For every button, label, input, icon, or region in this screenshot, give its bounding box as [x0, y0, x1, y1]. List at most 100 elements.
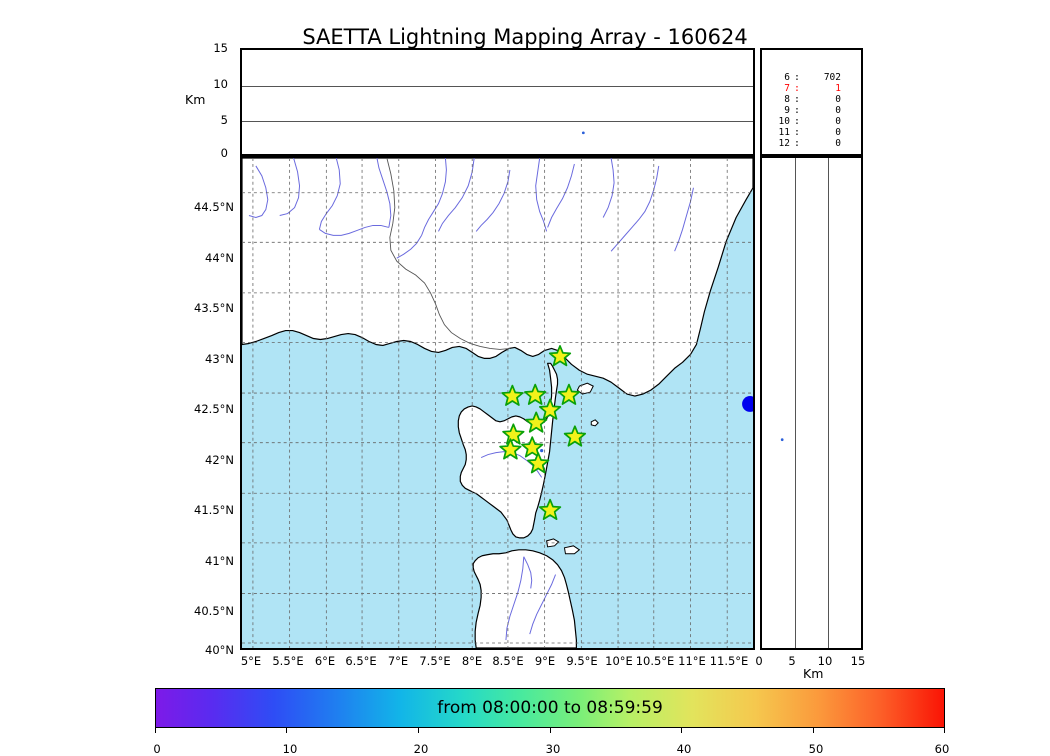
stat-value: 0	[835, 127, 841, 138]
right-xtick-10: 10	[817, 654, 833, 668]
map-ytick-42: 42°N	[205, 453, 234, 467]
map-xtick-10.5: 10.5°E	[635, 654, 675, 668]
stat-value: 0	[835, 94, 841, 105]
stat-key: 9	[784, 105, 790, 116]
top-gridline-10	[242, 86, 753, 87]
map-ytick-44: 44°N	[205, 251, 234, 265]
map-xtick-9: 9°E	[534, 654, 556, 668]
top-panel-plot	[581, 131, 585, 135]
stat-row: 8 : 0	[770, 94, 855, 105]
land-islet-d	[563, 545, 581, 555]
time-colorbar[interactable]: from 08:00:00 to 08:59:59	[155, 688, 945, 728]
colorbar-notch	[155, 728, 156, 733]
map-ytick-42.5: 42.5°N	[194, 402, 234, 416]
stat-sep: :	[794, 94, 800, 105]
right-gridline-10	[828, 158, 829, 648]
network-center-marker	[742, 396, 753, 412]
map-xtick-7: 7°E	[387, 654, 409, 668]
map-ytick-40: 40°N	[205, 643, 234, 657]
station-count-list: 6 : 702 7 : 1 8 : 0 9 : 0 10 : 0 11 : 0	[762, 50, 861, 154]
map-xtick-10: 10°E	[605, 654, 633, 668]
map-xtick-8: 8°E	[461, 654, 483, 668]
stat-value: 0	[835, 105, 841, 116]
top-ytick-15: 15	[213, 41, 228, 55]
map-ytick-43: 43°N	[205, 352, 234, 366]
stat-sep: :	[794, 138, 800, 149]
colorbar-notch	[550, 728, 551, 733]
stat-row: 12 : 0	[770, 138, 855, 149]
colorbar-tick-20: 20	[413, 742, 429, 756]
map-xtick-7.5: 7.5°E	[419, 654, 451, 668]
land-sardinia	[472, 549, 577, 648]
map-xtick-9.5: 9.5°E	[566, 654, 598, 668]
stat-key: 11	[778, 127, 790, 138]
land-mainland	[242, 158, 753, 397]
map-gridlines	[242, 158, 753, 648]
stat-sep: :	[794, 116, 800, 127]
station-count-stats-panel[interactable]: 6 : 702 7 : 1 8 : 0 9 : 0 10 : 0 11 : 0	[760, 48, 863, 156]
top-gridline-5	[242, 121, 753, 122]
stat-value: 0	[835, 116, 841, 127]
colorbar-notch	[813, 728, 814, 733]
map-ytick-44.5: 44.5°N	[194, 200, 234, 214]
page-title: SAETTA Lightning Mapping Array - 160624	[302, 25, 748, 49]
top-panel-y-axis-label: Km	[185, 92, 206, 107]
top-ytick-0: 0	[220, 146, 228, 160]
stat-value: 702	[823, 72, 841, 83]
top-ytick-10: 10	[213, 77, 228, 91]
stat-row: 10 : 0	[770, 116, 855, 127]
map-xtick-6: 6°E	[314, 654, 336, 668]
admin-borders	[386, 158, 510, 350]
stat-row: 6 : 702	[770, 72, 855, 83]
map-xtick-11.5: 11.5°E	[709, 654, 749, 668]
map-xtick-5.5: 5.5°E	[272, 654, 304, 668]
right-gridline-5	[795, 158, 796, 648]
stat-sep: :	[794, 83, 800, 94]
colorbar-notch	[681, 728, 682, 733]
right-panel-plot	[780, 438, 784, 442]
stat-sep: :	[794, 127, 800, 138]
colorbar-tick-40: 40	[676, 742, 692, 756]
stat-key: 7	[784, 83, 790, 94]
map-xtick-11: 11°E	[678, 654, 706, 668]
stat-key: 6	[784, 72, 790, 83]
altitude-vs-longitude-panel[interactable]	[240, 48, 755, 156]
altitude-vs-latitude-panel[interactable]	[760, 156, 863, 650]
map-xtick-6.5: 6.5°E	[345, 654, 377, 668]
colorbar-notch	[944, 728, 945, 733]
colorbar-tick-10: 10	[282, 742, 298, 756]
colorbar-tick-30: 30	[545, 742, 561, 756]
map-ytick-41: 41°N	[205, 554, 234, 568]
map-xtick-5: 5°E	[240, 654, 262, 668]
stat-row: 7 : 1	[770, 83, 855, 94]
colorbar-notch	[418, 728, 419, 733]
stat-row: 11 : 0	[770, 127, 855, 138]
right-xtick-0: 0	[755, 654, 763, 668]
right-panel-x-axis-label: Km	[803, 666, 824, 681]
map-panel[interactable]	[240, 156, 755, 650]
stat-key: 10	[778, 116, 790, 127]
map-ytick-40.5: 40.5°N	[194, 604, 234, 618]
colorbar-tick-60: 60	[934, 742, 950, 756]
land-islet-b	[590, 419, 599, 427]
top-ytick-5: 5	[220, 113, 228, 127]
map-ytick-43.5: 43.5°N	[194, 301, 234, 315]
stat-value: 1	[835, 83, 841, 94]
right-xtick-5: 5	[788, 654, 796, 668]
colorbar-tick-0: 0	[153, 742, 161, 756]
right-xtick-15: 15	[850, 654, 866, 668]
colorbar-time-range-label: from 08:00:00 to 08:59:59	[437, 698, 663, 718]
stat-sep: :	[794, 72, 800, 83]
map-ytick-41.5: 41.5°N	[194, 503, 234, 517]
colorbar-gradient	[155, 688, 945, 728]
stat-sep: :	[794, 105, 800, 116]
stat-row: 9 : 0	[770, 105, 855, 116]
colorbar-tick-50: 50	[808, 742, 824, 756]
stat-key: 12	[778, 138, 790, 149]
stat-value: 0	[835, 138, 841, 149]
stat-key: 8	[784, 94, 790, 105]
map-xtick-8.5: 8.5°E	[492, 654, 524, 668]
colorbar-notch	[286, 728, 287, 733]
source-point	[540, 449, 544, 453]
rivers	[248, 158, 694, 641]
